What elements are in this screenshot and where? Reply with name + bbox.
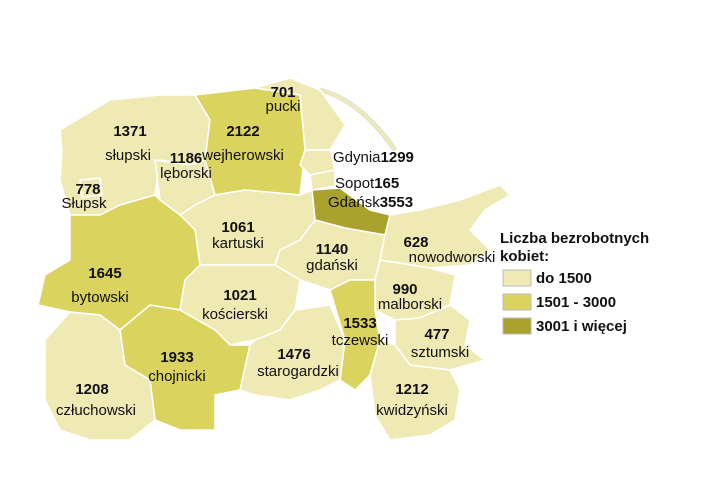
region-value: 1476 bbox=[277, 346, 310, 363]
region-name: pucki bbox=[265, 98, 300, 115]
region-value: 1212 bbox=[395, 381, 428, 398]
region-value: 1933 bbox=[160, 349, 193, 366]
legend-swatch bbox=[502, 269, 532, 287]
region-name: lęborski bbox=[160, 165, 212, 182]
region-value: 1533 bbox=[343, 315, 376, 332]
legend-swatch bbox=[502, 293, 532, 311]
region-label: Sopot165 bbox=[335, 175, 399, 192]
region bbox=[239, 304, 346, 401]
region-value: 778 bbox=[75, 181, 100, 198]
region-value: 1645 bbox=[88, 265, 121, 282]
region-value: 1061 bbox=[221, 219, 254, 236]
region-name: nowodworski bbox=[409, 249, 496, 266]
region-value: 1186 bbox=[170, 150, 203, 167]
region-label: Gdańsk3553 bbox=[328, 194, 413, 211]
region bbox=[309, 169, 336, 191]
legend-swatch bbox=[502, 317, 532, 335]
legend-label: do 1500 bbox=[536, 270, 592, 287]
region-name: kwidzyński bbox=[376, 402, 448, 419]
region-value: 165 bbox=[374, 175, 399, 192]
region-value: 3553 bbox=[380, 194, 413, 211]
region-value: 477 bbox=[424, 326, 449, 343]
region-label: Gdynia1299 bbox=[333, 149, 414, 166]
region-name: człuchowski bbox=[56, 402, 136, 419]
region-name: kościerski bbox=[202, 306, 268, 323]
legend-title: kobiet: bbox=[500, 248, 549, 265]
legend-title: Liczba bezrobotnych bbox=[500, 230, 649, 247]
region-name: słupski bbox=[105, 147, 151, 164]
legend-label: 1501 - 3000 bbox=[536, 294, 616, 311]
legend-label: 3001 i więcej bbox=[536, 318, 627, 335]
region-name: starogardzki bbox=[257, 363, 339, 380]
region-name: sztumski bbox=[411, 344, 469, 361]
region-value: 990 bbox=[392, 281, 417, 298]
hel-peninsula-fill bbox=[319, 88, 397, 151]
region-name: Słupsk bbox=[61, 195, 107, 212]
region-value: 701 bbox=[270, 84, 295, 101]
region-value: 2122 bbox=[226, 123, 259, 140]
region-value: 628 bbox=[403, 234, 428, 251]
region-name: chojnicki bbox=[148, 368, 206, 385]
region-value: 1140 bbox=[316, 241, 349, 258]
region-name: Sopot bbox=[335, 175, 375, 192]
region-name: Gdańsk bbox=[328, 194, 380, 211]
region-value: 1299 bbox=[381, 149, 414, 166]
region-name: malborski bbox=[378, 296, 442, 313]
region-name: wejherowski bbox=[201, 147, 284, 164]
region-value: 1371 bbox=[113, 123, 146, 140]
region-name: tczewski bbox=[332, 332, 389, 349]
region-value: 1208 bbox=[75, 381, 108, 398]
region bbox=[79, 177, 103, 198]
region bbox=[369, 339, 461, 441]
region-name: Gdynia bbox=[333, 149, 381, 166]
region-name: bytowski bbox=[71, 289, 129, 306]
region-value: 1021 bbox=[223, 287, 256, 304]
region-name: gdański bbox=[306, 257, 358, 274]
region bbox=[44, 311, 156, 441]
region-name: kartuski bbox=[212, 235, 264, 252]
